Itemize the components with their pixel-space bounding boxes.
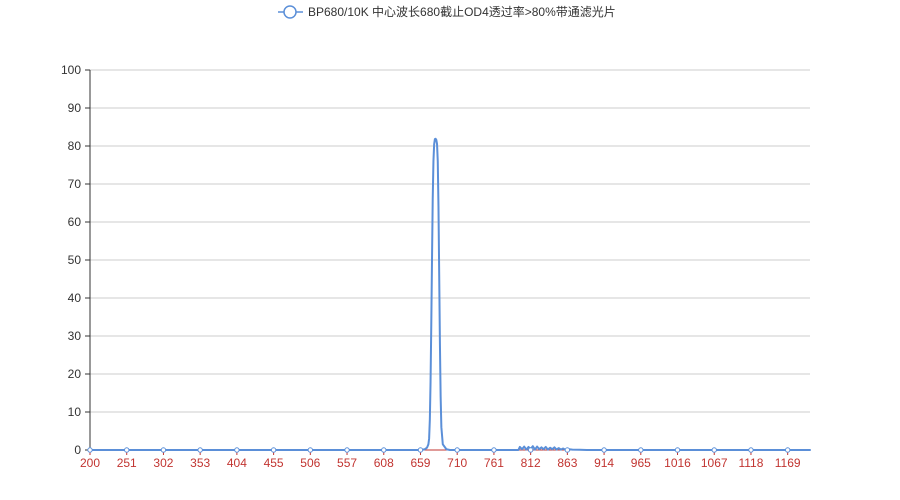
- x-tick-label: 710: [447, 456, 467, 470]
- data-point-marker[interactable]: [87, 447, 93, 453]
- y-axis-ticks: 0 10 20 30 40 50 60 70 80 90 100: [61, 63, 90, 457]
- x-tick-label: 761: [484, 456, 504, 470]
- y-tick-label: 50: [68, 253, 82, 267]
- series-line-0[interactable]: [89, 137, 811, 451]
- data-point-marker[interactable]: [711, 447, 717, 453]
- data-point-marker[interactable]: [674, 447, 681, 453]
- y-tick-label: 100: [61, 63, 81, 77]
- legend-circle-icon: [283, 5, 297, 19]
- y-tick-label: 90: [68, 101, 82, 115]
- data-point-marker[interactable]: [307, 447, 314, 453]
- x-tick-label: 812: [521, 456, 541, 470]
- x-tick-label: 965: [631, 456, 651, 470]
- data-point-marker[interactable]: [454, 447, 460, 453]
- x-tick-label: 608: [374, 456, 394, 470]
- legend[interactable]: BP680/10K 中心波长680截止OD4透过率>80%带通滤光片: [278, 4, 616, 19]
- x-tick-label: 1169: [775, 456, 801, 470]
- x-tick-label: 1016: [664, 456, 691, 470]
- x-tick-label: 353: [190, 456, 210, 470]
- y-tick-label: 20: [68, 367, 82, 381]
- x-tick-label: 506: [300, 456, 320, 470]
- y-tick-label: 40: [68, 291, 82, 305]
- x-tick-label: 557: [337, 456, 357, 470]
- data-point-marker[interactable]: [784, 447, 791, 453]
- grid-lines: [90, 69, 810, 413]
- x-tick-label: 1067: [701, 456, 728, 470]
- data-point-marker[interactable]: [638, 447, 644, 453]
- plot-area: [89, 137, 811, 451]
- y-tick-label: 10: [68, 405, 82, 419]
- x-tick-label: 200: [80, 456, 100, 470]
- data-point-marker[interactable]: [124, 447, 130, 453]
- x-tick-label: 455: [264, 456, 284, 470]
- x-tick-label: 404: [227, 456, 247, 470]
- x-tick-label: 863: [557, 456, 577, 470]
- data-point-marker[interactable]: [601, 447, 607, 453]
- data-point-marker[interactable]: [417, 447, 424, 453]
- data-point-marker[interactable]: [344, 447, 350, 453]
- data-point-marker[interactable]: [527, 447, 534, 453]
- y-tick-label: 30: [68, 329, 82, 343]
- data-point-marker[interactable]: [160, 447, 167, 453]
- y-tick-label: 80: [68, 139, 82, 153]
- data-point-marker[interactable]: [748, 447, 754, 453]
- x-tick-label: 302: [153, 456, 173, 470]
- x-tick-label: 914: [594, 456, 614, 470]
- legend-series-label: BP680/10K 中心波长680截止OD4透过率>80%带通滤光片: [308, 4, 616, 19]
- data-point-marker[interactable]: [381, 447, 387, 453]
- data-point-marker[interactable]: [491, 447, 497, 453]
- x-tick-label: 251: [117, 456, 137, 470]
- y-tick-label: 70: [68, 177, 82, 191]
- y-tick-label: 0: [74, 443, 81, 457]
- data-point-marker[interactable]: [197, 447, 203, 453]
- data-point-marker[interactable]: [234, 447, 240, 453]
- data-point-marker[interactable]: [270, 447, 277, 453]
- data-point-marker[interactable]: [564, 447, 571, 453]
- x-axis-ticks: 200 251 302 353 404 455 506 557 608 659 710 761 812 8…: [80, 447, 801, 470]
- y-tick-label: 60: [68, 215, 82, 229]
- x-tick-label: 1118: [738, 456, 763, 470]
- x-tick-label: 659: [410, 456, 430, 470]
